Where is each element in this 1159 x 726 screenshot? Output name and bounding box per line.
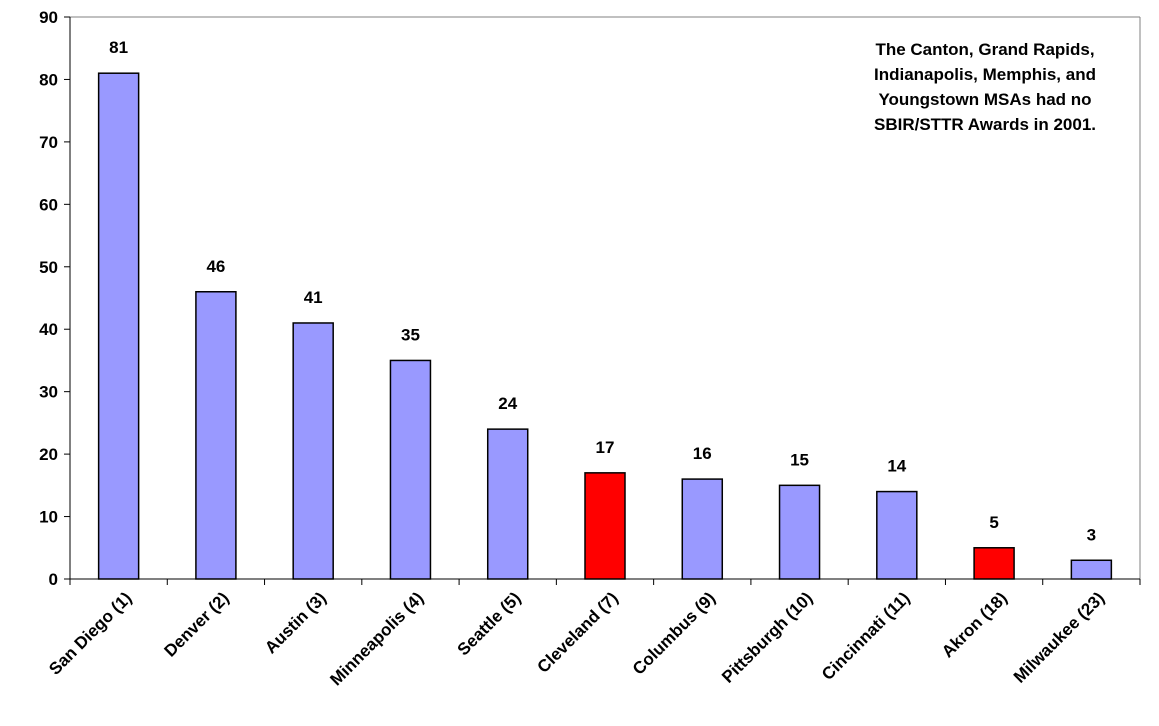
category-label: Pittsburgh (10) [718, 588, 816, 686]
category-label: Columbus (9) [629, 588, 719, 678]
y-tick-label: 80 [39, 70, 58, 89]
bar-cincinnati-11 [876, 490, 918, 580]
bar-milwaukee-23 [1070, 559, 1113, 580]
y-tick-label: 10 [39, 508, 58, 527]
category-label: Cincinnati (11) [818, 588, 914, 684]
data-label: 14 [887, 457, 906, 476]
bar-cleveland-7 [584, 472, 626, 580]
annotation-line: SBIR/STTR Awards in 2001. [874, 115, 1096, 134]
data-label: 5 [989, 513, 998, 532]
annotation-line: Youngstown MSAs had no [878, 90, 1091, 109]
x-axis [69, 578, 1141, 585]
category-label: Milwaukee (23) [1010, 588, 1108, 686]
y-tick-label: 0 [49, 570, 58, 589]
y-tick-label: 90 [39, 8, 58, 27]
bar-seattle-5 [486, 428, 529, 580]
bar-pittsburgh-10 [778, 484, 821, 580]
y-tick-label: 20 [39, 445, 58, 464]
bars [97, 72, 1113, 580]
annotation: The Canton, Grand Rapids, Indianapolis, M… [874, 40, 1096, 134]
annotation-line: The Canton, Grand Rapids, [875, 40, 1094, 59]
category-label: Cleveland (7) [534, 588, 622, 676]
bar-denver-2 [195, 291, 237, 580]
bar-austin-3 [292, 322, 334, 580]
bar-akron-18 [973, 547, 1015, 580]
data-label: 24 [498, 394, 517, 413]
data-label: 81 [109, 38, 128, 57]
y-tick-label: 40 [39, 320, 58, 339]
annotation-line: Indianapolis, Memphis, and [874, 65, 1096, 84]
data-label: 46 [206, 257, 225, 276]
bar-minneapolis-4 [389, 359, 432, 580]
y-axis: 0 10 20 30 40 50 60 70 80 90 [39, 8, 1141, 589]
y-tick-label: 30 [39, 383, 58, 402]
category-label: Denver (2) [161, 588, 233, 660]
bar-columbus-9 [681, 478, 724, 580]
y-tick-label: 50 [39, 258, 58, 277]
category-label: Seattle (5) [454, 588, 525, 659]
category-label: San Diego (1) [45, 588, 135, 678]
category-label: Akron (18) [938, 588, 1011, 661]
y-tick-label: 70 [39, 133, 58, 152]
bar-san-diego-1 [97, 72, 140, 580]
data-labels: 81 46 41 35 24 17 16 15 14 5 3 [109, 38, 1096, 544]
data-label: 35 [401, 325, 420, 344]
data-label: 16 [693, 444, 712, 463]
category-label: Austin (3) [261, 588, 330, 657]
y-tick-label: 60 [39, 195, 58, 214]
data-label: 15 [790, 450, 809, 469]
data-label: 41 [304, 288, 323, 307]
data-label: 3 [1087, 525, 1096, 544]
data-label: 17 [596, 438, 615, 457]
category-labels: San Diego (1) Denver (2) Austin (3)Minneap… [45, 588, 1108, 689]
category-label: Minneapolis (4) [326, 588, 427, 689]
